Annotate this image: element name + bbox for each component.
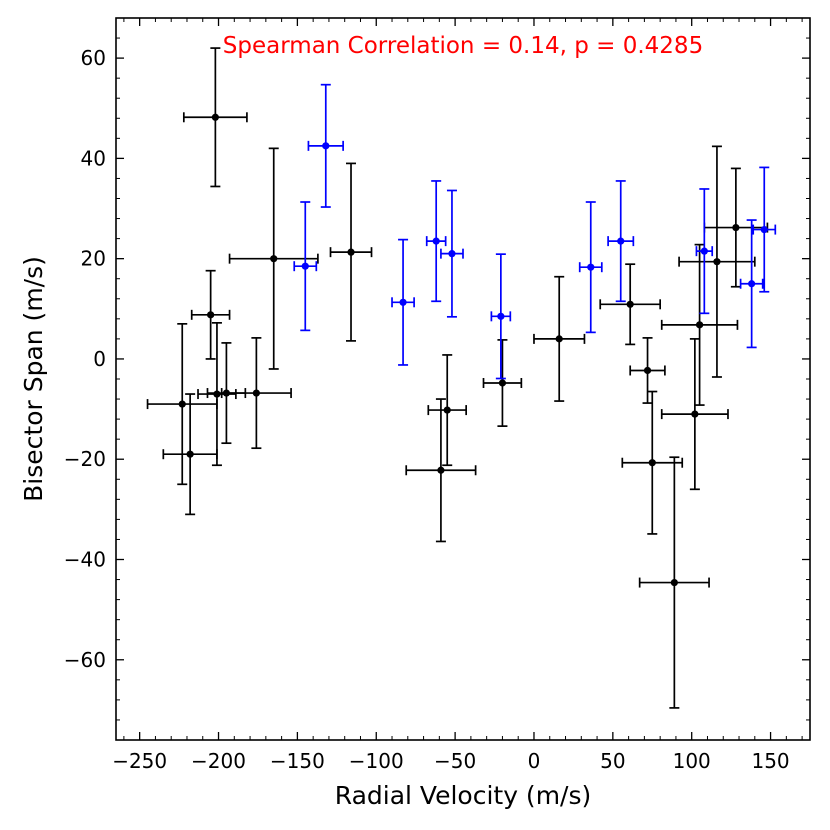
point-marker <box>617 237 625 245</box>
point-marker <box>700 247 708 255</box>
data-point <box>391 238 415 366</box>
x-tick-label: −150 <box>270 749 325 773</box>
point-marker <box>186 450 194 458</box>
point-marker <box>437 466 445 474</box>
x-tick-label: −50 <box>434 749 476 773</box>
y-axis-label: Bisector Span (m/s) <box>19 256 48 502</box>
point-marker <box>178 400 186 408</box>
y-tick-label: 60 <box>81 46 106 70</box>
data-point <box>638 456 710 709</box>
data-point <box>695 188 714 315</box>
series-blue <box>293 83 777 380</box>
point-marker <box>213 390 221 398</box>
y-tick-label: −20 <box>64 447 106 471</box>
data-point <box>190 269 231 360</box>
point-marker <box>732 223 740 232</box>
x-tick-label: 50 <box>600 749 625 773</box>
data-point <box>703 167 769 288</box>
data-point <box>220 337 292 450</box>
data-point <box>329 162 373 342</box>
data-point <box>660 338 729 491</box>
data-point <box>678 145 756 378</box>
point-marker <box>448 250 456 258</box>
point-marker <box>301 262 309 270</box>
y-tick-label: 40 <box>81 146 106 170</box>
point-marker <box>691 410 699 418</box>
point-marker <box>670 578 678 587</box>
point-marker <box>497 312 505 320</box>
data-point <box>440 189 464 318</box>
point-marker <box>322 142 330 150</box>
data-point <box>490 253 512 380</box>
point-marker <box>443 406 451 414</box>
point-marker <box>555 335 563 343</box>
data-point <box>228 147 319 370</box>
point-marker <box>748 280 756 288</box>
point-marker <box>399 298 407 306</box>
data-point <box>293 201 318 332</box>
data-point <box>752 166 777 293</box>
x-tick-label: −250 <box>112 749 167 773</box>
data-points <box>146 47 777 709</box>
point-marker <box>713 258 721 266</box>
y-tick-label: 20 <box>81 247 106 271</box>
data-point <box>425 180 447 303</box>
point-marker <box>626 300 634 308</box>
y-tick-label: −40 <box>64 548 106 572</box>
point-marker <box>760 225 768 234</box>
point-marker <box>207 311 215 319</box>
data-point <box>182 47 248 188</box>
x-axis-label: Radial Velocity (m/s) <box>335 781 592 810</box>
point-marker <box>643 366 652 375</box>
point-marker <box>648 459 656 467</box>
data-point <box>307 83 344 208</box>
y-tick-label: −60 <box>64 648 106 672</box>
data-point <box>607 180 635 303</box>
point-marker <box>211 113 219 121</box>
x-tick-label: 0 <box>528 749 541 773</box>
data-point <box>482 339 523 427</box>
data-point <box>578 201 603 334</box>
data-point <box>621 390 684 535</box>
point-marker <box>270 255 278 263</box>
plot-frame <box>115 17 811 741</box>
point-marker <box>587 263 595 271</box>
point-marker <box>432 237 440 245</box>
point-marker <box>695 321 704 329</box>
x-tick-label: 100 <box>673 749 711 773</box>
series-black <box>146 47 769 709</box>
data-point <box>739 219 764 349</box>
axis-ticks: −250 −200 −150 −100 −50 0 50 100 150−60−40−20020… <box>64 17 810 773</box>
data-point <box>162 393 218 516</box>
data-point <box>599 263 662 346</box>
data-point <box>533 275 586 402</box>
x-tick-label: 150 <box>751 749 789 773</box>
spearman-annotation: Spearman Correlation = 0.14, p = 0.4285 <box>223 33 703 59</box>
point-marker <box>498 379 507 387</box>
data-point <box>405 398 477 543</box>
y-tick-label: 0 <box>93 347 106 371</box>
data-point <box>660 243 739 406</box>
x-tick-label: −100 <box>349 749 404 773</box>
data-point <box>146 322 218 486</box>
point-marker <box>252 389 260 397</box>
data-point <box>427 354 468 467</box>
x-tick-label: −200 <box>191 749 246 773</box>
point-marker <box>347 248 355 256</box>
